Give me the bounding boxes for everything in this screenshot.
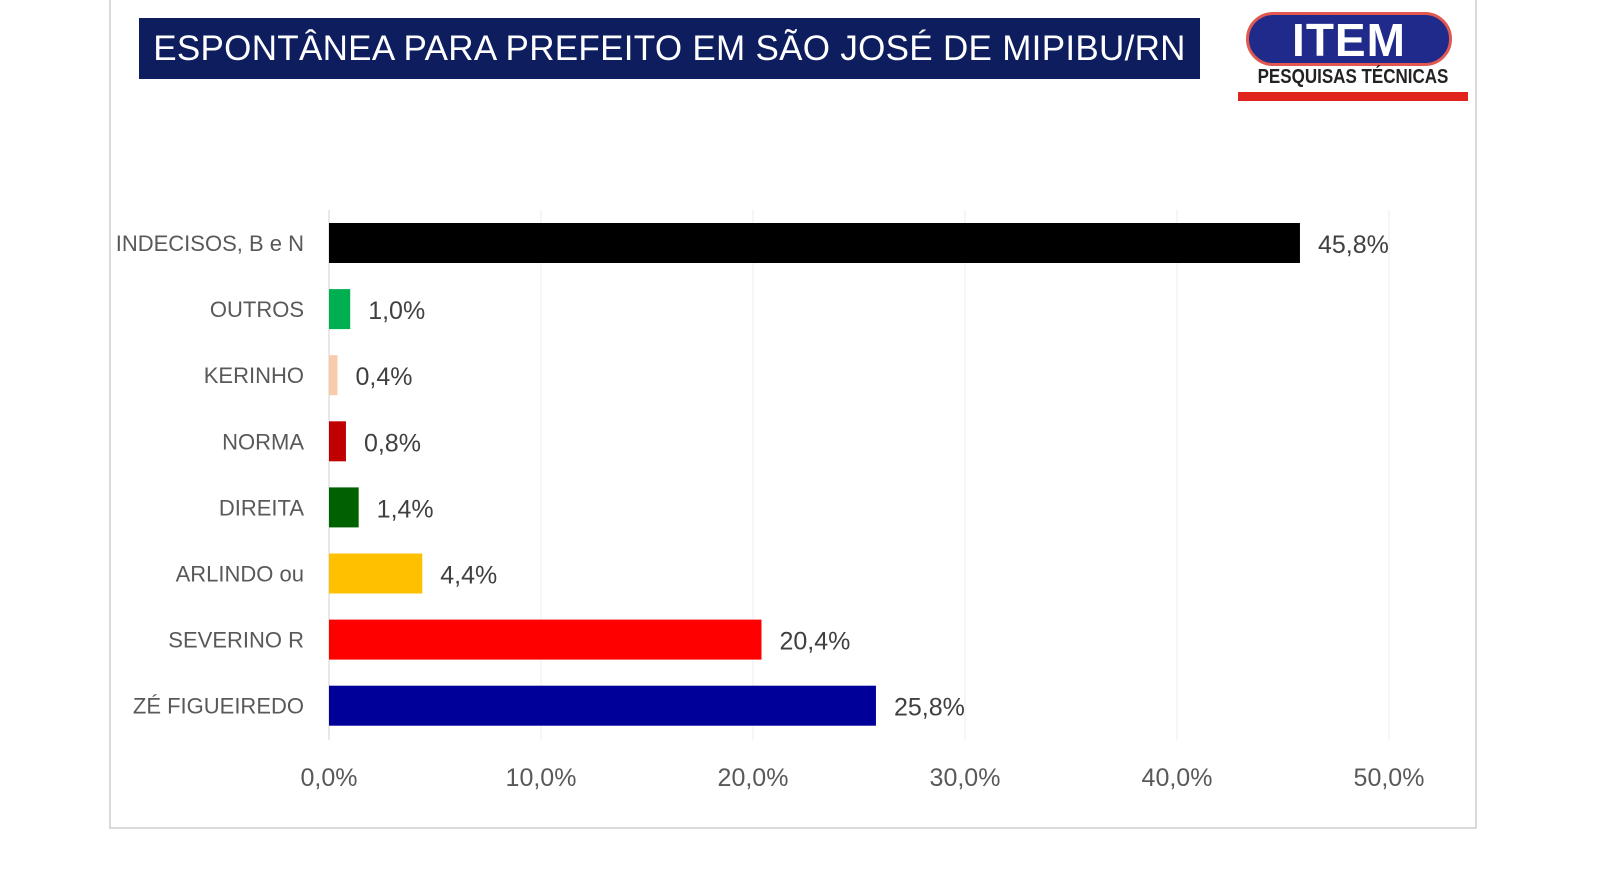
category-label: ZÉ FIGUEIREDO bbox=[133, 694, 304, 719]
bar bbox=[329, 685, 876, 726]
x-tick-label: 40,0% bbox=[1142, 764, 1213, 792]
x-tick-label: 50,0% bbox=[1354, 764, 1425, 792]
bar bbox=[329, 619, 762, 660]
data-label: 1,4% bbox=[377, 495, 434, 523]
bar bbox=[329, 289, 351, 330]
category-label: OUTROS bbox=[210, 297, 304, 322]
data-label: 45,8% bbox=[1318, 231, 1389, 259]
category-label: NORMA bbox=[222, 429, 304, 454]
category-label: KERINHO bbox=[204, 363, 304, 388]
category-label: INDECISOS, B e N bbox=[116, 231, 304, 256]
logo-subtitle: PESQUISAS TÉCNICAS bbox=[1257, 66, 1449, 88]
chart-title: ESPONTÂNEA PARA PREFEITO EM SÃO JOSÉ DE … bbox=[139, 18, 1200, 79]
data-label: 4,4% bbox=[440, 562, 497, 590]
data-label: 0,8% bbox=[364, 429, 421, 457]
x-tick-label: 20,0% bbox=[718, 764, 789, 792]
logo-name: ITEM bbox=[1246, 12, 1452, 66]
x-tick-label: 10,0% bbox=[506, 764, 577, 792]
data-label: 20,4% bbox=[779, 628, 850, 656]
logo-underline bbox=[1238, 92, 1468, 101]
category-label: SEVERINO R bbox=[168, 628, 304, 653]
bar bbox=[329, 421, 346, 462]
x-tick-label: 0,0% bbox=[301, 764, 358, 792]
category-label: DIREITA bbox=[219, 495, 304, 520]
item-logo: ITEM PESQUISAS TÉCNICAS bbox=[1238, 10, 1468, 102]
data-label: 25,8% bbox=[894, 694, 965, 722]
bar bbox=[329, 223, 1300, 263]
data-label: 0,4% bbox=[355, 363, 412, 391]
bar bbox=[329, 355, 338, 396]
category-label: ARLINDO ou bbox=[176, 562, 304, 587]
x-tick-label: 30,0% bbox=[930, 764, 1001, 792]
bar bbox=[329, 487, 359, 528]
bar bbox=[329, 553, 423, 594]
data-label: 1,0% bbox=[368, 297, 425, 325]
